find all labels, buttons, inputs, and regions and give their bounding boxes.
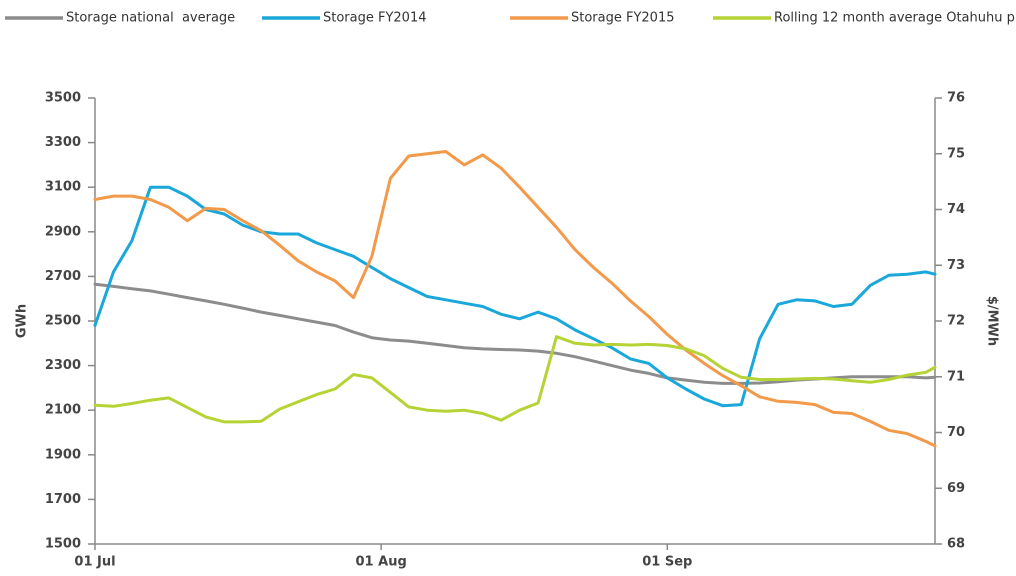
x-tick-label: 01 Jul — [74, 555, 115, 570]
y-tick-label: 2900 — [45, 224, 81, 239]
series-line — [93, 150, 937, 448]
y-tick-label: 3500 — [45, 91, 81, 106]
y2-tick-label: 69 — [947, 481, 965, 496]
y2-tick-label: 71 — [947, 369, 965, 384]
y-tick-label: 2700 — [45, 269, 81, 284]
legend-label: Storage FY2014 — [323, 11, 427, 26]
y2-tick-label: 73 — [947, 258, 965, 273]
series-line — [93, 185, 937, 408]
y-tick-label: 1700 — [45, 492, 81, 507]
y-tick-label: 3300 — [45, 135, 81, 150]
series-line — [93, 335, 937, 424]
y2-tick-label: 76 — [947, 91, 965, 106]
legend-label: Storage national average — [66, 11, 235, 26]
y-tick-label: 1500 — [45, 537, 81, 552]
legend-label: Storage FY2015 — [571, 11, 675, 26]
y2-tick-label: 75 — [947, 146, 965, 161]
y2-tick-label: 68 — [947, 537, 965, 552]
x-tick-label: 01 Sep — [642, 555, 692, 570]
y2-tick-label: 72 — [947, 314, 965, 329]
y-tick-label: 2500 — [45, 314, 81, 329]
y2-tick-label: 70 — [947, 425, 965, 440]
y-axis-label: GWh — [15, 304, 30, 338]
y-tick-label: 2100 — [45, 403, 81, 418]
y-tick-label: 3100 — [45, 180, 81, 195]
y2-tick-label: 74 — [947, 202, 965, 217]
legend-label: Rolling 12 month average Otahuhu price — [774, 11, 1016, 26]
y-tick-label: 2300 — [45, 358, 81, 373]
y2-axis-label: $/MWh — [985, 296, 1000, 346]
y-tick-label: 1900 — [45, 447, 81, 462]
x-tick-label: 01 Aug — [356, 555, 407, 570]
